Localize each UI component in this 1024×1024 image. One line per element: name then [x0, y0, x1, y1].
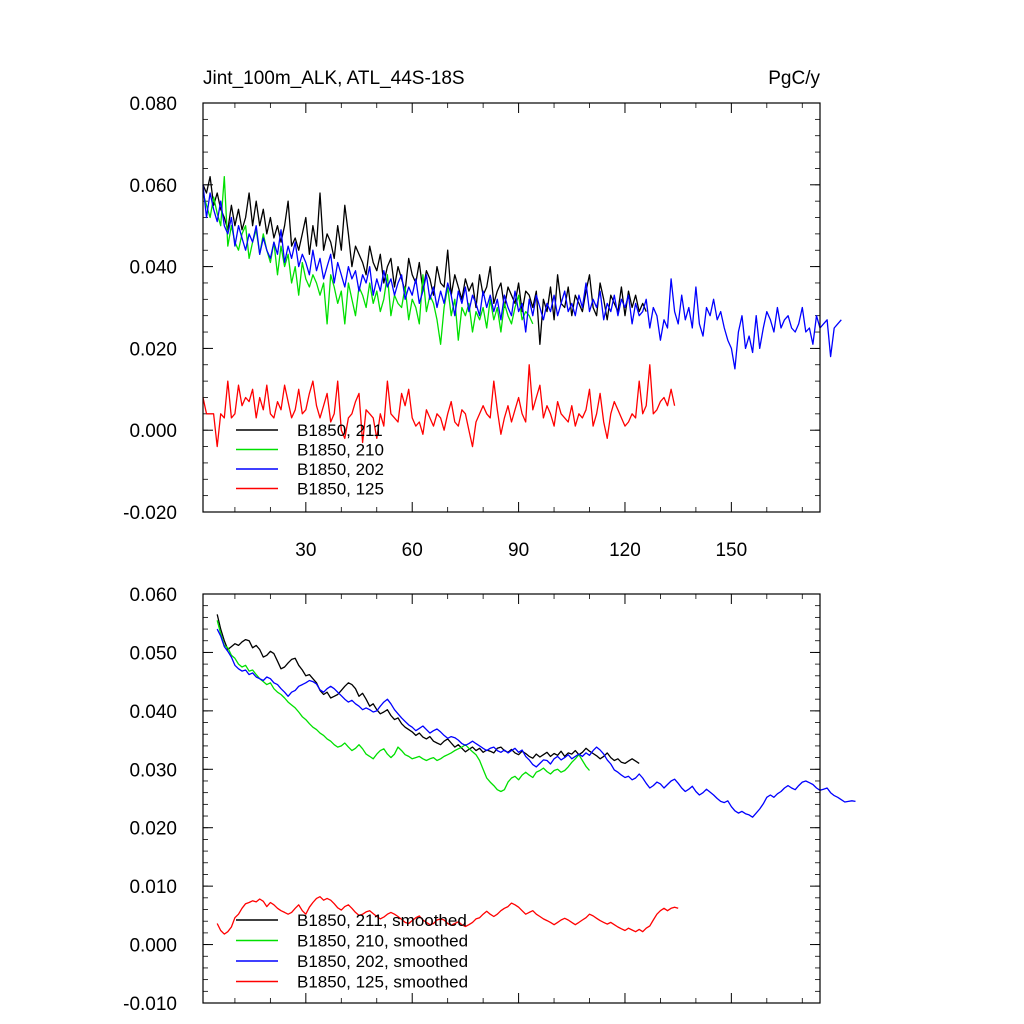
top-panel-title: Jint_100m_ALK, ATL_44S-18S [203, 68, 465, 89]
top-panel-frame [202, 102, 821, 513]
series-line-2 [202, 184, 842, 370]
legend-label: B1850, 202 [297, 460, 384, 479]
top-panel-series [202, 175, 842, 448]
y-tick-label: 0.080 [129, 94, 177, 115]
bottom-panel-legend: B1850, 211, smoothed B1850, 210, smoothed… [236, 911, 468, 992]
y-tick-label: 0.030 [129, 760, 177, 781]
y-tick-label: 0.020 [129, 819, 177, 840]
y-tick-label: 0.040 [129, 258, 177, 279]
x-tick-label: 120 [609, 540, 641, 561]
y-tick-label: -0.010 [123, 994, 177, 1015]
legend-label: B1850, 210 [297, 441, 384, 460]
bottom-panel-frame [202, 593, 821, 1004]
top-panel: Jint_100m_ALK, ATL_44S-18S PgC/y 0.0800.… [123, 68, 842, 561]
y-tick-label: -0.020 [123, 503, 177, 524]
y-tick-label: 0.040 [129, 702, 177, 723]
top-panel-ticks: 0.080 0.060 0.040 0.020 0.000 -0.020 30 60 90 120… [123, 94, 820, 561]
series-line-1 [216, 620, 590, 793]
y-tick-label: 0.060 [129, 176, 177, 197]
series-line-2 [216, 628, 856, 818]
x-tick-label: 150 [715, 540, 747, 561]
legend-label: B1850, 125, smoothed [297, 973, 468, 992]
series-line-3 [202, 364, 676, 448]
x-tick-label: 60 [402, 540, 423, 561]
y-tick-label: 0.050 [129, 643, 177, 664]
legend-label: B1850, 125 [297, 480, 384, 499]
series-line-0 [216, 614, 640, 765]
y-tick-label: 0.060 [129, 585, 177, 606]
series-line-3 [216, 896, 679, 935]
y-tick-label: 0.000 [129, 421, 177, 442]
bottom-panel: 0.060 0.050 0.040 0.030 0.020 0.010 0.000 -0.01… [123, 585, 856, 1015]
legend-label: B1850, 202, smoothed [297, 952, 468, 971]
x-tick-label: 30 [295, 540, 316, 561]
bottom-panel-series [216, 614, 856, 935]
y-tick-label: 0.010 [129, 877, 177, 898]
legend-label: B1850, 211, smoothed [297, 911, 467, 930]
legend-label: B1850, 210, smoothed [297, 932, 468, 951]
x-tick-label: 90 [508, 540, 529, 561]
y-tick-label: 0.000 [129, 936, 177, 957]
top-panel-units: PgC/y [768, 68, 820, 89]
bottom-panel-ticks: 0.060 0.050 0.040 0.030 0.020 0.010 0.000 -0.01… [123, 585, 820, 1015]
legend-label: B1850, 211 [297, 421, 383, 440]
y-tick-label: 0.020 [129, 339, 177, 360]
